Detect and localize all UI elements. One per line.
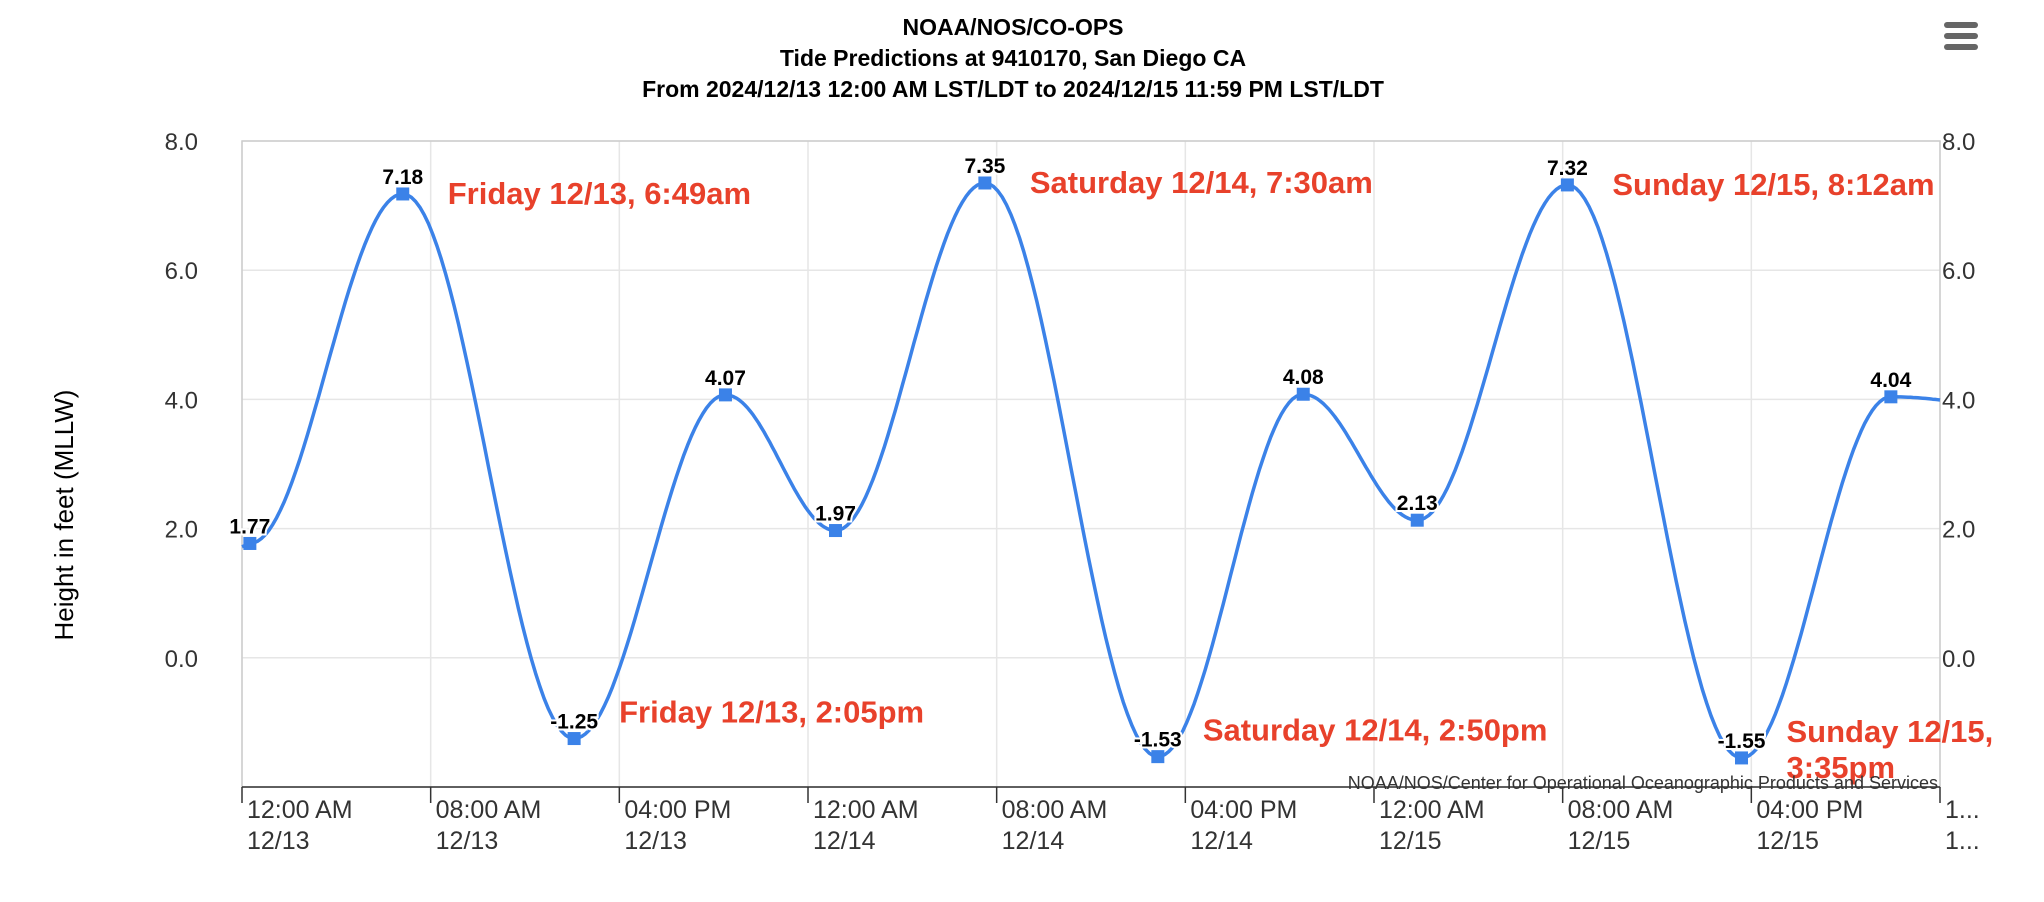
- tide-point-label: 2.13: [1397, 492, 1438, 515]
- y-tick-label-left: 2.0: [165, 517, 198, 544]
- tide-annotation-label: 3:35pm: [1787, 750, 1896, 785]
- x-tick-label-date: 12/15: [1756, 827, 1819, 855]
- y-tick-label-left: 0.0: [165, 646, 198, 673]
- tide-point-label: 7.32: [1547, 157, 1588, 180]
- x-tick-label-time: 12:00 AM: [1379, 796, 1485, 824]
- tide-point-marker: [396, 187, 410, 201]
- y-tick-label-left: 4.0: [165, 387, 198, 414]
- tide-point-label: 4.04: [1870, 369, 1911, 392]
- tide-point-marker: [1884, 390, 1898, 404]
- tide-annotation-label: Sunday 12/15,: [1787, 714, 1994, 749]
- tide-annotation-label: Friday 12/13, 6:49am: [448, 176, 751, 211]
- tide-point-marker: [1296, 387, 1310, 401]
- x-tick-label-time: 04:00 PM: [624, 796, 731, 824]
- tide-point-marker: [1151, 750, 1165, 764]
- x-tick-label-time: 1...: [1945, 796, 1980, 824]
- x-tick-label-time: 04:00 PM: [1756, 796, 1863, 824]
- y-tick-label-right: 2.0: [1942, 517, 1975, 544]
- y-axis-title: Height in feet (MLLW): [49, 390, 79, 641]
- tide-annotation-label: Sunday 12/15, 8:12am: [1612, 167, 1934, 202]
- chart-subtitle-station: Tide Predictions at 9410170, San Diego C…: [780, 45, 1246, 71]
- tide-point-label: 4.08: [1283, 366, 1324, 389]
- x-tick-label-date: 12/13: [247, 827, 310, 855]
- chart-credits: NOAA/NOS/Center for Operational Oceanogr…: [1348, 773, 1938, 793]
- y-tick-label-right: 4.0: [1942, 387, 1975, 414]
- chart-title-group: NOAA/NOS/CO-OPS Tide Predictions at 9410…: [642, 14, 1384, 102]
- tide-point-label: 4.07: [705, 367, 746, 390]
- tide-point-marker: [718, 388, 732, 402]
- tide-series-line: [241, 181, 1941, 760]
- x-tick-label-time: 08:00 AM: [1002, 796, 1108, 824]
- grid-layer: [241, 140, 1941, 788]
- tide-point-marker: [978, 176, 992, 190]
- x-tick-label-time: 08:00 AM: [1568, 796, 1674, 824]
- chart-title: NOAA/NOS/CO-OPS: [902, 14, 1123, 40]
- tide-point-marker: [829, 524, 843, 538]
- tide-point-marker: [1560, 178, 1574, 192]
- x-tick-label-date: 12/14: [1002, 827, 1065, 855]
- series-layer: [241, 176, 1941, 765]
- tide-point-label: 7.18: [382, 166, 423, 189]
- x-tick-label-time: 04:00 PM: [1190, 796, 1297, 824]
- x-tick-label-date: 12/15: [1568, 827, 1631, 855]
- x-tick-label-date: 12/13: [436, 827, 499, 855]
- label-layer: 1.77 7.18 -1.25 4.07 1.97 7.35 -1.53 4.08 2.13 7.…: [227, 153, 1994, 785]
- tide-point-marker: [243, 536, 257, 550]
- tide-point-label: -1.25: [550, 711, 598, 734]
- axis-layer: 8.0 8.0 6.0 6.0 4.0 4.0 2.0 2.0 0.0 0.0 12:00 AM 12…: [165, 129, 1980, 855]
- tide-point-marker: [1735, 751, 1749, 765]
- x-tick-label-time: 08:00 AM: [436, 796, 542, 824]
- y-tick-label-right: 0.0: [1942, 646, 1975, 673]
- tide-annotation-label: Friday 12/13, 2:05pm: [619, 695, 924, 730]
- x-tick-label-time: 12:00 AM: [813, 796, 919, 824]
- x-tick-label-date: 12/14: [1190, 827, 1253, 855]
- y-tick-label-left: 6.0: [165, 258, 198, 285]
- hamburger-menu-icon: [1942, 18, 1980, 54]
- tide-point-marker: [1410, 513, 1424, 527]
- tide-point-marker: [567, 732, 581, 746]
- y-tick-label-right: 8.0: [1942, 129, 1975, 156]
- y-tick-label-left: 8.0: [165, 129, 198, 156]
- tide-point-label: 7.35: [964, 155, 1005, 178]
- x-tick-label-time: 12:00 AM: [247, 796, 353, 824]
- x-tick-label-date: 1...: [1945, 827, 1980, 855]
- chart-subtitle-range: From 2024/12/13 12:00 AM LST/LDT to 2024…: [642, 76, 1384, 102]
- x-tick-label-date: 12/15: [1379, 827, 1442, 855]
- tide-point-label: 1.97: [815, 503, 856, 526]
- tide-point-label: -1.53: [1134, 729, 1182, 752]
- tide-annotation-label: Saturday 12/14, 7:30am: [1030, 165, 1373, 200]
- tide-point-label: -1.55: [1718, 730, 1766, 753]
- y-tick-label-right: 6.0: [1942, 258, 1975, 285]
- chart-context-menu-button[interactable]: [1942, 18, 1980, 54]
- tide-point-label: 1.77: [229, 515, 270, 538]
- tide-annotation-label: Saturday 12/14, 2:50pm: [1203, 713, 1548, 748]
- plot-border: [241, 140, 1941, 788]
- x-tick-label-date: 12/14: [813, 827, 876, 855]
- x-tick-label-date: 12/13: [624, 827, 687, 855]
